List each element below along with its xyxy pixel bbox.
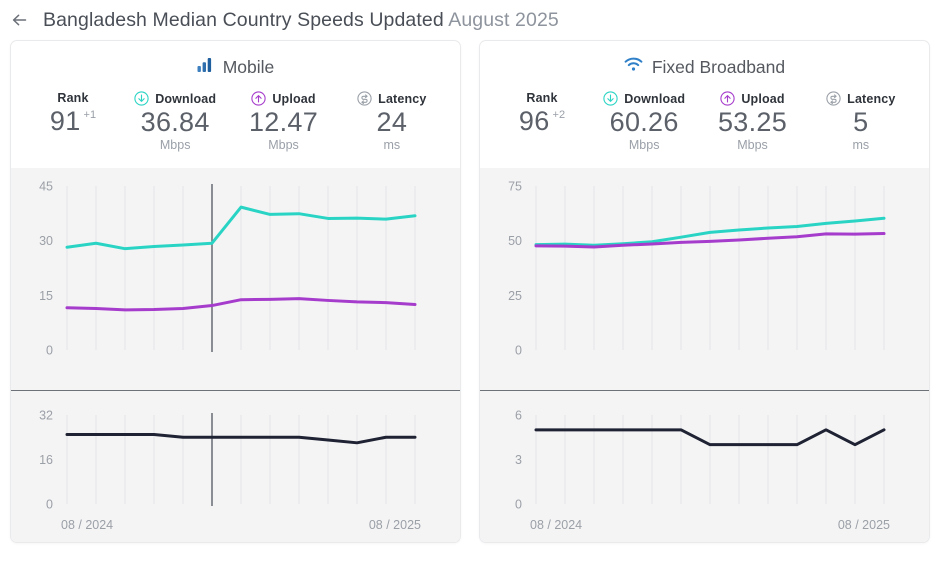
stat-upload: Upload 12.47 Mbps (229, 91, 337, 152)
card-fixed-broadband: Fixed Broadband Rank 96 +2 (479, 40, 930, 543)
svg-text:08 / 2025: 08 / 2025 (369, 518, 421, 532)
stat-upload-unit: Mbps (268, 137, 299, 152)
stat-latency-label: Latency (847, 91, 896, 106)
svg-text:0: 0 (46, 497, 53, 511)
svg-text:16: 16 (39, 453, 53, 467)
stat-rank-value: 91 (49, 106, 81, 136)
stat-upload-head: Upload (251, 91, 315, 106)
stat-download-value: 36.84 (140, 107, 210, 137)
svg-text:45: 45 (39, 179, 53, 193)
stat-upload: Upload 53.25 Mbps (698, 91, 806, 152)
svg-text:08 / 2024: 08 / 2024 (61, 518, 113, 532)
stat-download-head: Download (134, 91, 216, 106)
stat-latency-value-wrap: 5 (853, 106, 868, 140)
card-mobile-title: Mobile (11, 41, 460, 85)
wifi-icon (624, 57, 643, 77)
card-mobile: Mobile Rank 91 +1 (10, 40, 461, 543)
stat-upload-unit: Mbps (737, 137, 768, 152)
stat-upload-value-wrap: 53.25 (718, 106, 787, 140)
svg-text:15: 15 (39, 289, 53, 303)
stat-upload-value-wrap: 12.47 (249, 106, 318, 140)
stat-download-value-wrap: 60.26 (610, 106, 679, 140)
stat-upload-label: Upload (741, 91, 785, 106)
upload-icon (251, 91, 267, 106)
stat-rank-label: Rank (57, 91, 89, 105)
latency-icon (357, 91, 372, 106)
stat-latency-label: Latency (378, 91, 427, 106)
card-mobile-title-label: Mobile (222, 56, 275, 77)
svg-text:6: 6 (515, 408, 522, 422)
download-icon (603, 91, 618, 106)
stat-download-value: 60.26 (609, 107, 679, 137)
svg-text:0: 0 (515, 497, 522, 511)
stat-download-label: Download (155, 91, 217, 106)
stat-rank: Rank 96 +2 (494, 91, 590, 152)
svg-text:50: 50 (508, 234, 522, 248)
svg-text:08 / 2025: 08 / 2025 (838, 518, 890, 532)
latency-icon (826, 91, 841, 106)
card-fixed-broadband-title-label: Fixed Broadband (651, 56, 786, 77)
svg-text:0: 0 (515, 343, 522, 357)
mobile-speed-chart[interactable]: 45 30 15 0 (11, 167, 460, 390)
svg-text:75: 75 (508, 179, 522, 193)
stat-rank-head: Rank (526, 91, 557, 105)
stat-upload-value: 53.25 (717, 107, 788, 137)
stat-latency-unit: ms (383, 137, 401, 152)
stat-upload-head: Upload (720, 91, 784, 106)
svg-text:30: 30 (39, 234, 53, 248)
stat-latency-unit: ms (852, 137, 870, 152)
back-arrow-icon[interactable] (10, 9, 32, 31)
svg-text:3: 3 (515, 453, 522, 467)
stat-latency-value: 24 (376, 107, 408, 137)
stat-rank: Rank 91 +1 (25, 91, 121, 152)
stat-rank-value-wrap: 96 +2 (519, 105, 565, 139)
stat-latency-head: Latency (357, 91, 426, 106)
signal-bars-icon (197, 57, 214, 78)
stat-download-unit: Mbps (628, 137, 660, 152)
card-fixed-broadband-stats: Rank 96 +2 (480, 85, 929, 168)
svg-text:25: 25 (508, 289, 522, 303)
stat-download: Download 36.84 Mbps (121, 91, 229, 152)
stat-rank-label: Rank (526, 91, 558, 105)
card-mobile-stats: Rank 91 +1 (11, 85, 460, 168)
stat-rank-value: 96 (518, 106, 550, 136)
stat-rank-value-wrap: 91 +1 (50, 105, 96, 139)
svg-text:08 / 2024: 08 / 2024 (530, 518, 582, 532)
page-title-date: August 2025 (448, 8, 559, 31)
stat-upload-label: Upload (272, 91, 316, 106)
stat-rank-delta: +2 (552, 109, 566, 121)
page-title-main: Bangladesh Median Country Speeds Updated (43, 8, 444, 31)
card-fixed-broadband-title: Fixed Broadband (480, 41, 929, 85)
svg-text:0: 0 (46, 343, 53, 357)
fixed-broadband-speed-chart[interactable]: 75 50 25 0 (480, 167, 929, 390)
stat-download-value-wrap: 36.84 (141, 106, 210, 140)
stat-latency-value-wrap: 24 (377, 106, 408, 140)
stat-latency-value: 5 (853, 107, 869, 137)
stat-rank-delta: +1 (83, 109, 97, 121)
cards-container: Mobile Rank 91 +1 (0, 40, 940, 543)
stat-download-unit: Mbps (159, 137, 191, 152)
stat-latency: Latency 5 ms (807, 91, 915, 152)
stat-download: Download 60.26 Mbps (590, 91, 698, 152)
stat-latency: Latency 24 ms (338, 91, 446, 152)
stat-download-head: Download (603, 91, 685, 106)
page-header: Bangladesh Median Country Speeds Updated… (0, 0, 940, 40)
stat-upload-value: 12.47 (248, 107, 319, 137)
download-icon (134, 91, 149, 106)
svg-text:32: 32 (39, 408, 53, 422)
stat-download-label: Download (624, 91, 686, 106)
fixed-broadband-latency-chart[interactable]: 6 3 0 08 / 2024 08 / 2025 (480, 389, 929, 542)
page-title: Bangladesh Median Country Speeds Updated… (43, 9, 559, 32)
upload-icon (720, 91, 736, 106)
stat-latency-head: Latency (826, 91, 895, 106)
stat-rank-head: Rank (57, 91, 88, 105)
mobile-latency-chart[interactable]: 32 16 0 08 / 2024 08 / 2025 (11, 389, 460, 542)
